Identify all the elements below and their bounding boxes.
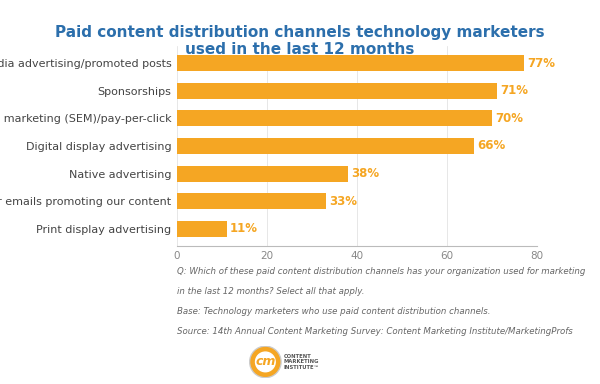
Text: 38%: 38% — [352, 167, 380, 180]
Bar — [177, 138, 474, 154]
Text: 77%: 77% — [527, 57, 555, 70]
Text: cm: cm — [255, 356, 275, 368]
Circle shape — [256, 352, 275, 372]
Bar — [177, 55, 523, 71]
Text: MARKETING: MARKETING — [283, 359, 319, 364]
Text: Base: Technology marketers who use paid content distribution channels.: Base: Technology marketers who use paid … — [177, 307, 491, 316]
Bar — [177, 110, 492, 126]
Text: Q: Which of these paid content distribution channels has your organization used : Q: Which of these paid content distribut… — [177, 267, 586, 276]
Bar — [177, 221, 227, 237]
Text: Source: 14th Annual Content Marketing Survey: Content Marketing Institute/Market: Source: 14th Annual Content Marketing Su… — [177, 327, 573, 336]
Bar — [177, 166, 348, 182]
Text: INSTITUTE™: INSTITUTE™ — [283, 365, 319, 370]
Text: in the last 12 months? Select all that apply.: in the last 12 months? Select all that a… — [177, 287, 365, 296]
Text: 71%: 71% — [500, 84, 528, 97]
Text: 70%: 70% — [496, 112, 524, 125]
Text: CONTENT: CONTENT — [283, 354, 311, 359]
Text: Paid content distribution channels technology marketers: Paid content distribution channels techn… — [55, 25, 545, 40]
Bar — [177, 83, 497, 99]
Text: used in the last 12 months: used in the last 12 months — [185, 42, 415, 58]
Text: 11%: 11% — [230, 222, 258, 235]
Text: 66%: 66% — [478, 139, 506, 152]
Circle shape — [250, 346, 281, 377]
Text: 33%: 33% — [329, 195, 357, 208]
Bar — [177, 193, 325, 209]
Circle shape — [251, 348, 280, 376]
